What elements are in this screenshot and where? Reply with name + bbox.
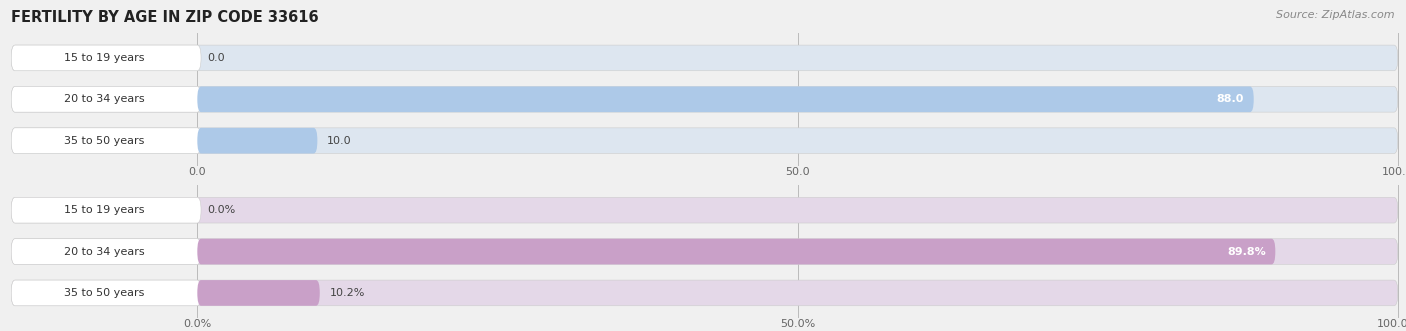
Text: 15 to 19 years: 15 to 19 years (65, 53, 145, 63)
Text: 35 to 50 years: 35 to 50 years (65, 288, 145, 298)
FancyBboxPatch shape (197, 128, 318, 154)
Text: Source: ZipAtlas.com: Source: ZipAtlas.com (1277, 10, 1395, 20)
FancyBboxPatch shape (11, 197, 1398, 223)
FancyBboxPatch shape (11, 45, 201, 71)
Text: 20 to 34 years: 20 to 34 years (63, 247, 145, 257)
Text: 89.8%: 89.8% (1227, 247, 1265, 257)
Text: 0.0: 0.0 (207, 53, 225, 63)
FancyBboxPatch shape (197, 280, 319, 306)
FancyBboxPatch shape (11, 197, 201, 223)
FancyBboxPatch shape (11, 280, 201, 306)
Text: 0.0%: 0.0% (207, 205, 235, 215)
FancyBboxPatch shape (11, 45, 1398, 71)
FancyBboxPatch shape (11, 128, 201, 154)
Text: 35 to 50 years: 35 to 50 years (65, 136, 145, 146)
Text: 10.0: 10.0 (328, 136, 352, 146)
Text: 15 to 19 years: 15 to 19 years (65, 205, 145, 215)
FancyBboxPatch shape (11, 239, 201, 264)
FancyBboxPatch shape (11, 128, 1398, 154)
FancyBboxPatch shape (197, 239, 1275, 264)
Text: 20 to 34 years: 20 to 34 years (63, 94, 145, 104)
FancyBboxPatch shape (197, 86, 1254, 112)
Text: FERTILITY BY AGE IN ZIP CODE 33616: FERTILITY BY AGE IN ZIP CODE 33616 (11, 10, 319, 25)
FancyBboxPatch shape (11, 86, 201, 112)
FancyBboxPatch shape (11, 239, 1398, 264)
FancyBboxPatch shape (11, 280, 1398, 306)
Text: 88.0: 88.0 (1216, 94, 1244, 104)
Text: 10.2%: 10.2% (329, 288, 364, 298)
FancyBboxPatch shape (11, 86, 1398, 112)
